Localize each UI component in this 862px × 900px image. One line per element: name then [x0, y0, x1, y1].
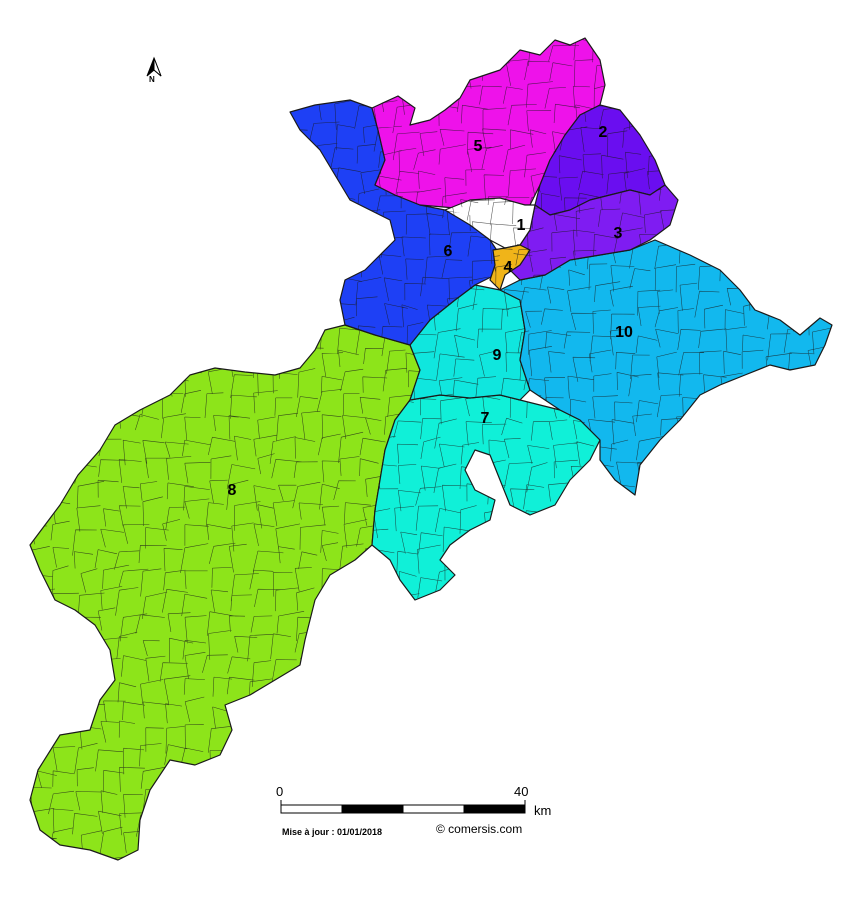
scale-bar: 0 40 km — [276, 784, 551, 818]
scale-start-label: 0 — [276, 784, 283, 799]
zone-label-2: 2 — [599, 124, 608, 141]
zone-1 — [444, 197, 536, 249]
zone-label-8: 8 — [228, 482, 237, 499]
zone-7 — [371, 394, 601, 601]
zone-label-3: 3 — [614, 225, 623, 242]
scale-unit-label: km — [534, 803, 551, 818]
zone-5 — [371, 37, 606, 209]
north-label: N — [149, 75, 155, 84]
zone-label-1: 1 — [517, 217, 526, 234]
zone-label-7: 7 — [481, 410, 490, 427]
zone-label-10: 10 — [615, 324, 633, 341]
zone-4 — [489, 244, 531, 291]
zone-label-4: 4 — [504, 259, 513, 276]
copyright-credit: © comersis.com — [436, 822, 523, 836]
update-date: Mise à jour : 01/01/2018 — [282, 827, 383, 837]
zone-label-9: 9 — [493, 347, 502, 364]
zone-label-5: 5 — [474, 138, 483, 155]
north-arrow-icon — [146, 56, 162, 77]
scale-end-label: 40 — [514, 784, 528, 799]
zone-10 — [499, 239, 833, 496]
zone-label-6: 6 — [444, 243, 453, 260]
